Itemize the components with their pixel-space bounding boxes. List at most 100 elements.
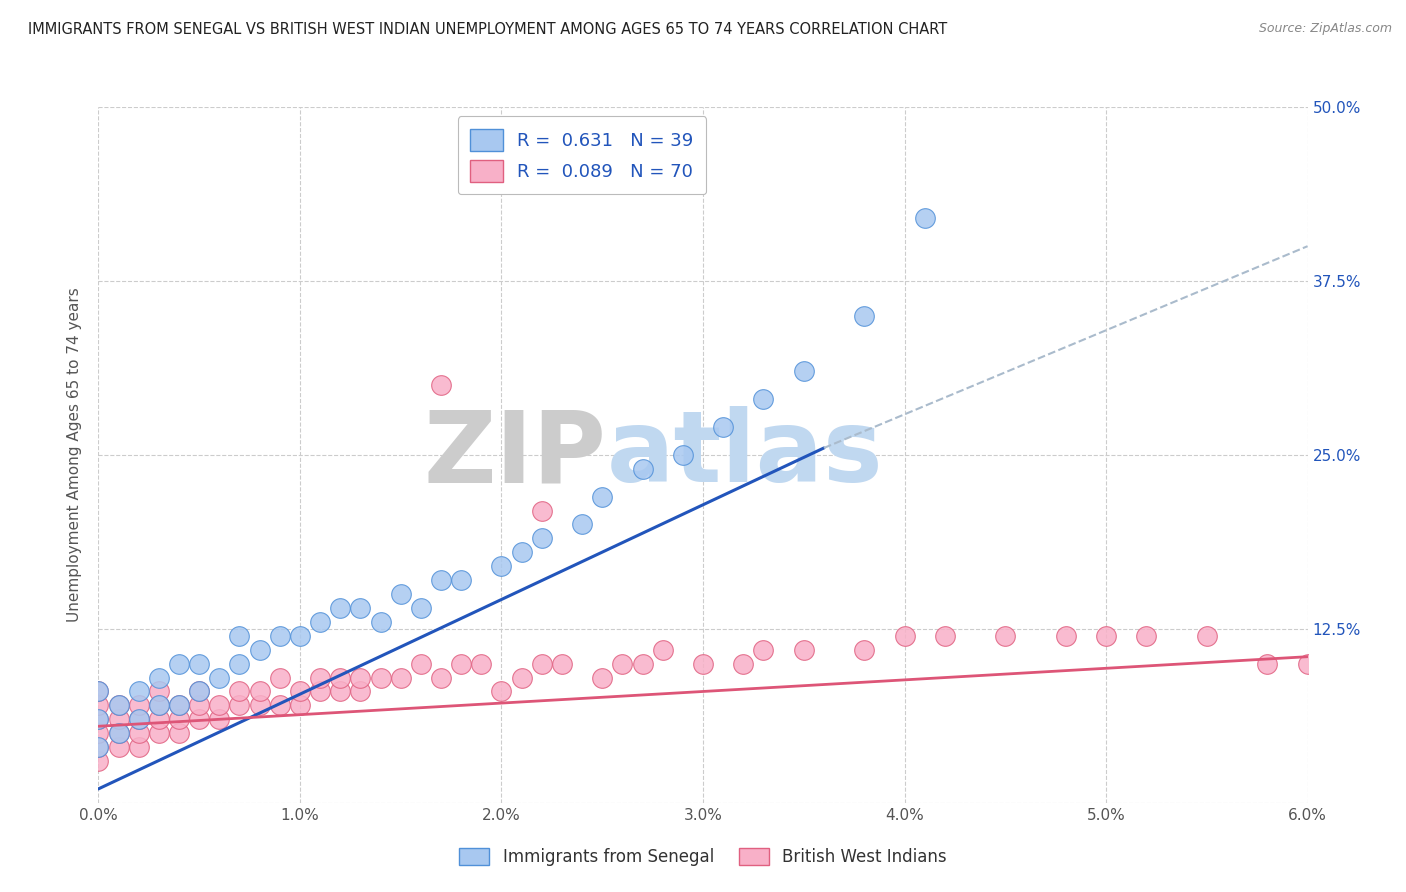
- Point: [510, 545, 533, 559]
- Point: [430, 573, 453, 587]
- Point: [370, 615, 392, 629]
- Point: [551, 657, 574, 671]
- Point: [128, 740, 150, 755]
- Point: [309, 684, 332, 698]
- Point: [934, 629, 956, 643]
- Point: [167, 726, 190, 740]
- Point: [510, 671, 533, 685]
- Point: [107, 726, 129, 740]
- Point: [853, 642, 876, 657]
- Point: [148, 712, 170, 726]
- Point: [167, 657, 190, 671]
- Point: [329, 684, 352, 698]
- Point: [853, 309, 876, 323]
- Point: [228, 657, 250, 671]
- Y-axis label: Unemployment Among Ages 65 to 74 years: Unemployment Among Ages 65 to 74 years: [67, 287, 83, 623]
- Point: [288, 684, 311, 698]
- Point: [148, 698, 170, 713]
- Point: [87, 754, 110, 768]
- Point: [167, 698, 190, 713]
- Point: [309, 671, 332, 685]
- Point: [188, 684, 211, 698]
- Point: [249, 684, 271, 698]
- Point: [329, 671, 352, 685]
- Point: [188, 657, 211, 671]
- Point: [349, 601, 371, 615]
- Point: [188, 684, 211, 698]
- Point: [167, 698, 190, 713]
- Point: [450, 657, 472, 671]
- Point: [733, 657, 755, 671]
- Point: [128, 698, 150, 713]
- Point: [349, 671, 371, 685]
- Point: [107, 740, 129, 755]
- Point: [148, 698, 170, 713]
- Point: [571, 517, 593, 532]
- Point: [430, 671, 453, 685]
- Point: [612, 657, 634, 671]
- Point: [167, 712, 190, 726]
- Point: [269, 629, 291, 643]
- Point: [148, 671, 170, 685]
- Point: [530, 657, 553, 671]
- Point: [692, 657, 714, 671]
- Point: [87, 712, 110, 726]
- Point: [389, 587, 412, 601]
- Point: [128, 684, 150, 698]
- Point: [87, 684, 110, 698]
- Point: [752, 642, 775, 657]
- Text: IMMIGRANTS FROM SENEGAL VS BRITISH WEST INDIAN UNEMPLOYMENT AMONG AGES 65 TO 74 : IMMIGRANTS FROM SENEGAL VS BRITISH WEST …: [28, 22, 948, 37]
- Point: [1095, 629, 1118, 643]
- Point: [994, 629, 1017, 643]
- Point: [631, 657, 654, 671]
- Point: [87, 684, 110, 698]
- Point: [370, 671, 392, 685]
- Point: [107, 712, 129, 726]
- Point: [188, 712, 211, 726]
- Point: [87, 712, 110, 726]
- Point: [128, 712, 150, 726]
- Point: [409, 657, 432, 671]
- Point: [208, 671, 231, 685]
- Point: [389, 671, 412, 685]
- Text: Source: ZipAtlas.com: Source: ZipAtlas.com: [1258, 22, 1392, 36]
- Point: [591, 671, 613, 685]
- Point: [188, 698, 211, 713]
- Point: [208, 698, 231, 713]
- Point: [228, 684, 250, 698]
- Point: [87, 740, 110, 755]
- Point: [128, 726, 150, 740]
- Point: [329, 601, 352, 615]
- Point: [208, 712, 231, 726]
- Point: [87, 740, 110, 755]
- Point: [530, 503, 553, 517]
- Point: [228, 698, 250, 713]
- Point: [409, 601, 432, 615]
- Point: [107, 726, 129, 740]
- Point: [793, 642, 815, 657]
- Point: [430, 378, 453, 392]
- Text: ZIP: ZIP: [423, 407, 606, 503]
- Point: [288, 629, 311, 643]
- Point: [1195, 629, 1218, 643]
- Point: [631, 462, 654, 476]
- Point: [893, 629, 915, 643]
- Point: [491, 684, 513, 698]
- Point: [309, 615, 332, 629]
- Point: [128, 712, 150, 726]
- Point: [87, 698, 110, 713]
- Point: [349, 684, 371, 698]
- Point: [470, 657, 492, 671]
- Point: [1135, 629, 1157, 643]
- Point: [651, 642, 673, 657]
- Point: [87, 726, 110, 740]
- Point: [107, 698, 129, 713]
- Point: [249, 642, 271, 657]
- Text: atlas: atlas: [606, 407, 883, 503]
- Point: [148, 726, 170, 740]
- Point: [269, 698, 291, 713]
- Point: [249, 698, 271, 713]
- Point: [591, 490, 613, 504]
- Point: [530, 532, 553, 546]
- Point: [1256, 657, 1278, 671]
